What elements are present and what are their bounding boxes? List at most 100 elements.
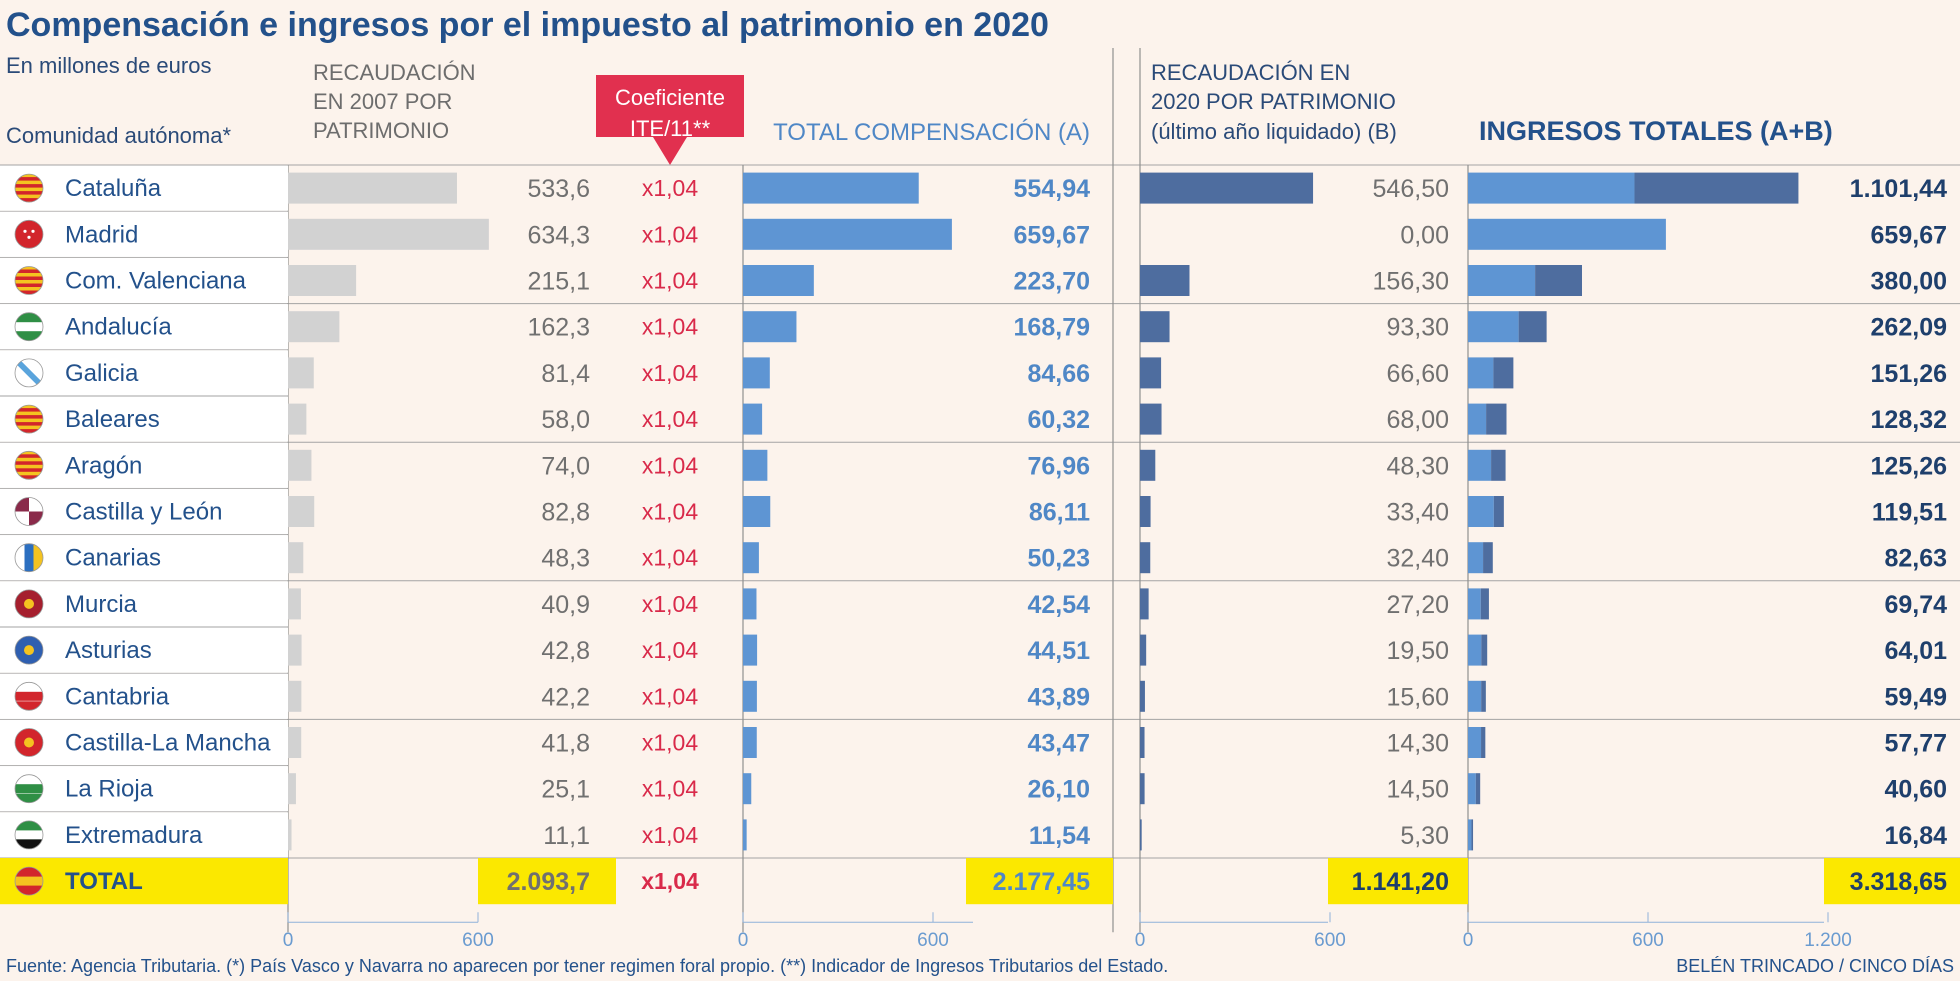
- label-recB: 33,40: [1386, 499, 1449, 527]
- table-row: Aragón 74,0 x1,04 76,96 48,30 125,26: [0, 442, 1947, 488]
- bar-compA: [743, 773, 752, 805]
- header-recB-line2: 2020 POR PATRIMONIO: [1151, 89, 1396, 114]
- bar-total-b: [1535, 265, 1582, 296]
- flag-espana-icon: [14, 866, 44, 896]
- label-compA: 554,94: [1014, 175, 1091, 203]
- bar-total-b: [1491, 449, 1506, 481]
- header-rec2007-line3: PATRIMONIO: [313, 118, 449, 143]
- bar-rec2007: [288, 357, 314, 389]
- flag-andalucia-icon: [14, 312, 44, 342]
- bar-compA: [743, 819, 747, 851]
- bar-recB: [1140, 357, 1162, 389]
- bar-recB: [1140, 773, 1145, 805]
- footer-credit: BELÉN TRINCADO / CINCO DÍAS: [1676, 956, 1954, 976]
- axis-tick-label: 600: [917, 930, 949, 951]
- label-total: 59,49: [1884, 683, 1947, 711]
- bar-recB: [1140, 496, 1151, 527]
- axis-compA: 0 600: [738, 912, 973, 951]
- region-name: Baleares: [65, 406, 160, 433]
- bar-total-a: [1468, 634, 1482, 666]
- coef-header-shape: [596, 75, 744, 165]
- label-coef: x1,04: [642, 822, 698, 848]
- row-bg: [0, 581, 288, 627]
- bar-recB: [1140, 542, 1151, 574]
- bar-rec2007: [288, 172, 457, 204]
- total-row-bg: [0, 858, 288, 905]
- bar-recB: [1140, 172, 1314, 204]
- label-total: 262,09: [1871, 314, 1947, 342]
- bar-rec2007: [288, 218, 489, 250]
- label-recB: 66,60: [1386, 360, 1449, 388]
- table-row: Cantabria 42,2 x1,04 43,89 15,60 59,49: [0, 673, 1947, 719]
- label-recB: 14,30: [1386, 730, 1449, 758]
- axis-tick-label: 0: [283, 930, 294, 951]
- label-total: 119,51: [1872, 499, 1947, 527]
- region-name: Canarias: [65, 545, 161, 572]
- bar-total-b: [1471, 819, 1474, 851]
- total-rec2007: 2.093,7: [507, 868, 590, 896]
- chart-subtitle: En millones de euros: [6, 53, 211, 78]
- label-recB: 19,50: [1386, 637, 1449, 665]
- label-rec2007: 25,1: [541, 776, 590, 804]
- table-row: La Rioja 25,1 x1,04 26,10 14,50 40,60: [0, 766, 1947, 812]
- label-rec2007: 634,3: [527, 221, 590, 249]
- region-name: La Rioja: [65, 776, 154, 803]
- label-recB: 14,50: [1386, 776, 1449, 804]
- label-rec2007: 215,1: [527, 268, 590, 296]
- label-coef: x1,04: [642, 499, 698, 525]
- label-rec2007: 41,8: [541, 730, 590, 758]
- row-bg: [0, 673, 288, 719]
- label-total: 64,01: [1884, 637, 1947, 665]
- bar-rec2007: [288, 311, 340, 343]
- total-compA-box: [966, 858, 1113, 905]
- flag-valenciana-icon: [14, 266, 44, 295]
- axis-tick-label: 0: [1463, 930, 1474, 951]
- total-recB: 1.141,20: [1352, 868, 1449, 896]
- axis-tick-label: 0: [1135, 930, 1146, 951]
- table-row: Galicia 81,4 x1,04 84,66 66,60 151,26: [0, 350, 1947, 396]
- region-name: Castilla y León: [65, 499, 222, 526]
- bar-compA: [743, 634, 758, 666]
- label-compA: 43,89: [1027, 683, 1090, 711]
- label-rec2007: 58,0: [541, 406, 590, 434]
- bar-total-b: [1634, 172, 1799, 204]
- label-recB: 156,30: [1373, 268, 1449, 296]
- bar-recB: [1140, 819, 1142, 851]
- header-region: Comunidad autónoma*: [6, 123, 231, 148]
- label-compA: 26,10: [1027, 776, 1090, 804]
- axis-rec2007: 0 600: [283, 912, 494, 951]
- flag-cantabria-icon: [14, 681, 44, 711]
- label-coef: x1,04: [642, 175, 698, 201]
- region-name: Cataluña: [65, 175, 162, 202]
- axis-tick-label: 0: [738, 930, 749, 951]
- label-rec2007: 42,2: [541, 683, 590, 711]
- flag-baleares-icon: [14, 404, 44, 434]
- label-coef: x1,04: [642, 637, 698, 663]
- header-compA: TOTAL COMPENSACIÓN (A): [773, 119, 1090, 146]
- bar-total-a: [1468, 172, 1635, 204]
- label-compA: 76,96: [1027, 452, 1090, 480]
- bar-total-b: [1475, 773, 1481, 805]
- axis-tick-label: 600: [462, 930, 494, 951]
- total-total: 3.318,65: [1850, 868, 1947, 896]
- label-coef: x1,04: [642, 730, 698, 756]
- bar-recB: [1140, 265, 1190, 296]
- bar-rec2007: [288, 496, 315, 527]
- total-label: TOTAL: [65, 868, 143, 895]
- total-coef: x1,04: [641, 868, 699, 894]
- row-bg: [0, 535, 288, 581]
- total-rec2007-box: [478, 858, 616, 905]
- bar-total-a: [1468, 542, 1484, 574]
- bar-total-b: [1481, 727, 1486, 758]
- label-coef: x1,04: [642, 406, 698, 432]
- label-coef: x1,04: [642, 591, 698, 617]
- table-row: Baleares 58,0 x1,04 60,32 68,00 128,32: [0, 396, 1947, 442]
- label-coef: x1,04: [642, 268, 698, 294]
- label-coef: x1,04: [642, 221, 698, 247]
- label-total: 82,63: [1884, 545, 1947, 573]
- bar-total-a: [1468, 311, 1519, 343]
- label-coef: x1,04: [642, 545, 698, 571]
- flag-canarias-icon: [14, 543, 44, 573]
- label-rec2007: 42,8: [541, 637, 590, 665]
- row-bg: [0, 812, 288, 858]
